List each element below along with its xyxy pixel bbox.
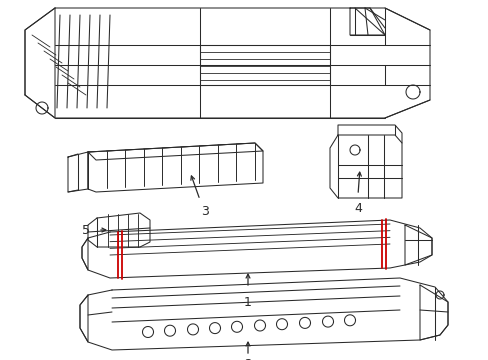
Text: 5: 5 — [82, 224, 90, 237]
Text: 2: 2 — [244, 358, 251, 360]
Text: 4: 4 — [353, 202, 361, 215]
Text: 1: 1 — [244, 296, 251, 309]
Text: 3: 3 — [201, 205, 208, 218]
